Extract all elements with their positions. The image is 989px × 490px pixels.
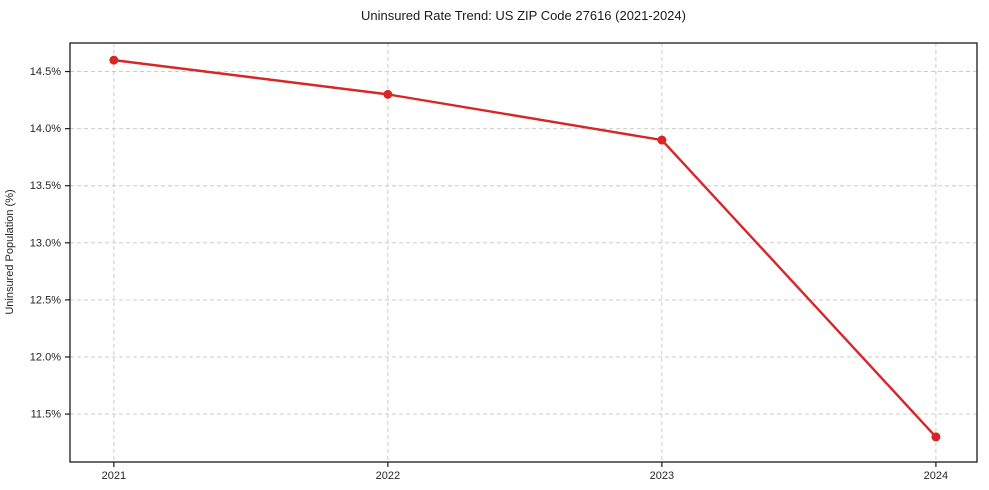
y-tick-label: 14.0%	[30, 123, 61, 135]
x-tick-label: 2022	[376, 470, 400, 482]
x-tick-label: 2023	[650, 470, 674, 482]
x-tick-label: 2024	[924, 470, 948, 482]
y-tick-label: 12.0%	[30, 351, 61, 363]
plot-border	[69, 42, 978, 463]
data-point-marker	[109, 55, 119, 65]
y-tick-label: 11.5%	[31, 409, 62, 421]
y-tick-label: 14.5%	[30, 66, 61, 78]
data-point-marker	[657, 135, 667, 145]
data-point-marker	[383, 89, 393, 99]
trend-line	[112, 58, 938, 439]
chart-title: Uninsured Rate Trend: US ZIP Code 27616 …	[361, 8, 686, 23]
y-tick-label: 13.0%	[30, 237, 61, 249]
x-tick-label: 2021	[102, 470, 126, 482]
y-tick-label: 12.5%	[30, 294, 61, 306]
y-tick-label: 13.5%	[30, 180, 61, 192]
data-point-marker	[931, 432, 941, 442]
